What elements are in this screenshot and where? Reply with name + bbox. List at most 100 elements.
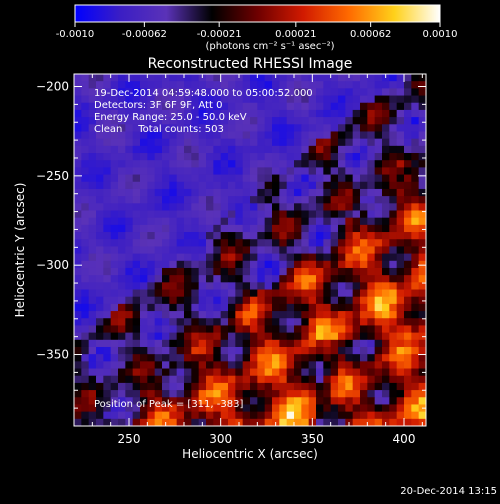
heatmap-cell	[228, 346, 236, 355]
heatmap-cell	[169, 181, 178, 190]
heatmap-cell	[396, 145, 405, 154]
heatmap-cell	[154, 253, 163, 262]
heatmap-cell	[323, 138, 332, 147]
heatmap-cell	[352, 109, 361, 118]
heatmap-cell	[176, 160, 185, 168]
heatmap-cell	[118, 181, 126, 190]
heatmap-cell	[382, 188, 390, 197]
heatmap-cell	[396, 109, 405, 118]
heatmap-cell	[213, 138, 222, 147]
heatmap-cell	[367, 210, 376, 219]
heatmap-cell	[374, 325, 383, 334]
heatmap-cell	[279, 117, 288, 125]
heatmap-cell	[125, 339, 134, 348]
heatmap-cell	[118, 404, 126, 413]
heatmap-cell	[374, 160, 383, 168]
heatmap-cell	[191, 145, 200, 154]
heatmap-cell	[279, 131, 288, 140]
heatmap-cell	[206, 167, 214, 175]
heatmap-cell	[345, 131, 354, 140]
heatmap-cell	[162, 138, 170, 147]
heatmap-cell	[74, 174, 82, 183]
heatmap-cell	[301, 339, 310, 348]
heatmap-cell	[345, 339, 354, 348]
heatmap-cell	[279, 260, 288, 269]
heatmap-cell	[389, 260, 398, 269]
heatmap-cell	[132, 160, 141, 168]
heatmap-cell	[154, 390, 163, 398]
heatmap-cell	[132, 368, 141, 377]
heatmap-cell	[250, 411, 258, 420]
heatmap-cell	[301, 382, 310, 391]
heatmap-cell	[264, 181, 273, 190]
heatmap-cell	[74, 210, 82, 219]
heatmap-cell	[81, 188, 90, 197]
heatmap-cell	[198, 246, 207, 254]
heatmap-cell	[308, 354, 317, 362]
heatmap-cell	[360, 375, 368, 384]
heatmap-cell	[147, 95, 156, 104]
heatmap-cell	[154, 102, 163, 111]
heatmap-cell	[206, 375, 214, 384]
heatmap-cell	[316, 203, 324, 211]
heatmap-cell	[345, 124, 354, 132]
heatmap-cell	[301, 325, 310, 334]
heatmap-cell	[308, 217, 317, 226]
heatmap-cell	[147, 188, 156, 197]
heatmap-cell	[125, 404, 134, 413]
heatmap-cell	[345, 397, 354, 405]
heatmap-cell	[418, 390, 426, 398]
heatmap-cell	[242, 267, 251, 276]
heatmap-cell	[396, 267, 405, 276]
heatmap-cell	[235, 260, 244, 269]
heatmap-cell	[235, 88, 244, 96]
heatmap-cell	[272, 332, 280, 341]
heatmap-cell	[330, 217, 339, 226]
heatmap-cell	[374, 346, 383, 355]
heatmap-cell	[257, 382, 266, 391]
heatmap-cell	[228, 267, 236, 276]
heatmap-cell	[330, 368, 339, 377]
heatmap-cell	[88, 267, 97, 276]
heatmap-cell	[250, 95, 258, 104]
heatmap-cell	[308, 81, 317, 89]
heatmap-cell	[345, 354, 354, 362]
heatmap-cell	[389, 102, 398, 111]
heatmap-cell	[132, 196, 141, 204]
heatmap-cell	[360, 354, 368, 362]
heatmap-cell	[184, 390, 192, 398]
heatmap-cell	[147, 117, 156, 125]
heatmap-cell	[345, 109, 354, 118]
heatmap-cell	[198, 188, 207, 197]
heatmap-cell	[264, 411, 273, 420]
heatmap-cell	[418, 153, 426, 161]
heatmap-cell	[294, 239, 302, 247]
heatmap-cell	[220, 124, 229, 132]
heatmap-cell	[323, 239, 332, 247]
heatmap-cell	[81, 131, 90, 140]
heatmap-cell	[382, 390, 390, 398]
heatmap-cell	[382, 181, 390, 190]
heatmap-cell	[308, 390, 317, 398]
heatmap-cell	[206, 239, 214, 247]
heatmap-cell	[140, 375, 148, 384]
heatmap-cell	[81, 203, 90, 211]
heatmap-cell	[301, 282, 310, 290]
heatmap-cell	[396, 174, 405, 183]
heatmap-cell	[316, 354, 324, 362]
heatmap-cell	[323, 167, 332, 175]
heatmap-cell	[110, 167, 119, 175]
heatmap-cell	[176, 81, 185, 89]
heatmap-cell	[88, 289, 97, 298]
heatmap-cell	[279, 390, 288, 398]
heatmap-cell	[308, 253, 317, 262]
heatmap-cell	[96, 117, 104, 125]
heatmap-cell	[154, 418, 163, 426]
heatmap-cell	[316, 138, 324, 147]
heatmap-cell	[389, 390, 398, 398]
heatmap-cell	[132, 81, 141, 89]
heatmap-cell	[140, 332, 148, 341]
heatmap-cell	[352, 332, 361, 341]
heatmap-cell	[396, 303, 405, 312]
heatmap-cell	[330, 74, 339, 82]
